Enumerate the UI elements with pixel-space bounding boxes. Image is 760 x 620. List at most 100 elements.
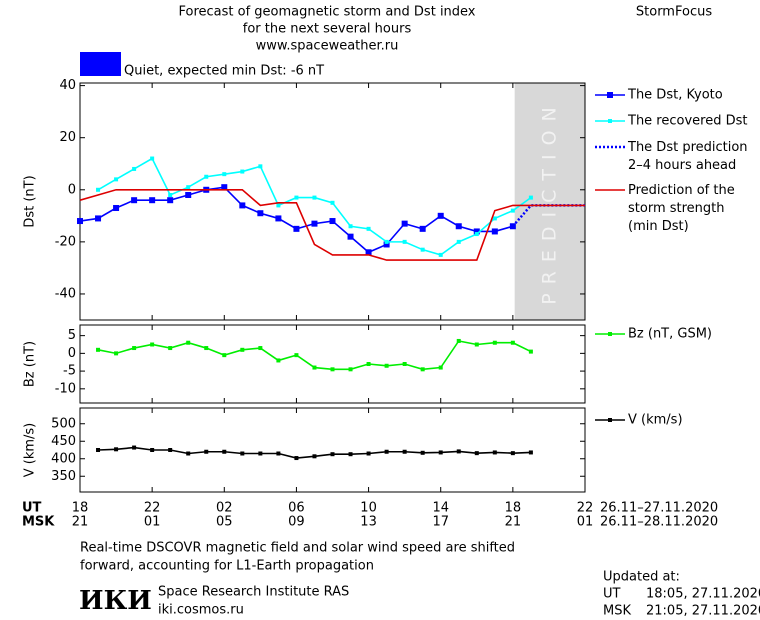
y-tick-label: -20 [55,234,76,249]
series-marker [275,215,282,222]
series-marker [77,218,83,225]
series-marker [150,448,155,452]
series-marker [96,187,101,192]
series-marker [294,353,299,358]
title-line: www.spaceweather.ru [256,39,399,54]
series-marker [456,338,461,343]
series-marker [150,156,155,161]
title-line: Forecast of geomagnetic storm and Dst in… [178,5,475,20]
x-tick-label: 22 [144,501,161,516]
series-marker [222,449,227,454]
series-marker [437,212,444,219]
series-marker [384,239,389,244]
series-marker [456,449,461,454]
series-marker [348,224,353,229]
series-marker [294,456,299,461]
series-marker [329,218,336,225]
x-tick-label-msk: 13 [360,515,377,530]
series-marker [294,195,299,200]
series-marker [132,346,137,351]
legend-label: The Dst prediction 2–4 hours ahead [627,140,752,173]
series-marker [258,346,263,351]
series-marker [240,347,245,352]
logo: ИКИ [79,586,152,616]
x-tick-label-msk: 09 [288,515,305,530]
y-tick-label: 40 [59,78,76,93]
legend-marker [608,119,612,123]
plot-frame [79,407,586,493]
series-marker [384,449,389,454]
legend-label: The Dst, Kyoto [627,88,723,103]
legend-label: V (km/s) [628,413,683,428]
series-marker [132,166,137,171]
x-tick-label-msk: 01 [577,515,594,530]
x-tick-label: 02 [216,501,233,516]
x-tick-label: 18 [72,501,89,516]
series-line [97,157,532,256]
y-tick-label: -10 [55,381,76,396]
series-marker [366,226,371,231]
series-marker [510,451,515,456]
series-marker [402,449,407,454]
legend-label: The recovered Dst [627,114,747,129]
series-marker [150,342,155,347]
series-marker [168,192,173,197]
y-tick-label: 350 [51,469,76,484]
y-tick-label: 400 [51,451,76,466]
series-marker [113,205,120,212]
series-marker [185,191,192,198]
series-marker [366,362,371,366]
series-marker [312,195,317,200]
x-tick-label: 10 [360,501,377,516]
x-range: 26.11–27.11.2020 [600,501,718,516]
series-marker [384,363,389,368]
series-marker [491,228,498,235]
series-marker [96,347,101,352]
series-marker [240,451,245,456]
series-marker [528,349,533,354]
y-tick-label: -40 [55,286,76,301]
x-tick-label: 06 [288,501,305,516]
series-marker [420,367,425,372]
x-tick-label: 14 [432,501,449,516]
series-marker [456,239,461,244]
x-range: 26.11–28.11.2020 [600,515,718,530]
series-marker [276,451,281,456]
series-marker [455,223,462,230]
x-tick-label: 22 [577,501,594,516]
series-marker [311,220,318,227]
series-marker [474,451,479,456]
x-tick-label-msk: 05 [216,515,233,530]
series-marker [510,208,515,213]
series-marker [366,451,371,456]
series-marker [186,340,191,345]
status-swatch [80,52,121,76]
series-marker [186,451,191,456]
series-marker [167,197,174,204]
series-marker [474,232,479,237]
series-marker [239,202,246,209]
y-tick-label: 20 [59,130,76,145]
series-marker [438,252,443,257]
x-tick-label-msk: 21 [72,515,89,530]
series-marker [473,228,480,235]
x-tick-label: 18 [505,501,522,516]
x-tick-label-msk: 01 [144,515,161,530]
series-marker [401,220,408,227]
series-marker [474,342,479,347]
series-marker [347,233,354,240]
y-axis-label: Dst (nT) [23,175,38,227]
series-marker [293,225,300,232]
series-marker [492,450,497,455]
series-marker [528,195,533,200]
series-marker [419,225,426,232]
series-marker [257,210,264,217]
legend-marker [608,332,612,336]
series-marker [168,448,173,452]
y-tick-label: -5 [63,364,76,379]
series-marker [276,203,281,208]
series-marker [221,184,228,191]
series-marker [114,351,119,356]
series-marker [222,172,227,177]
